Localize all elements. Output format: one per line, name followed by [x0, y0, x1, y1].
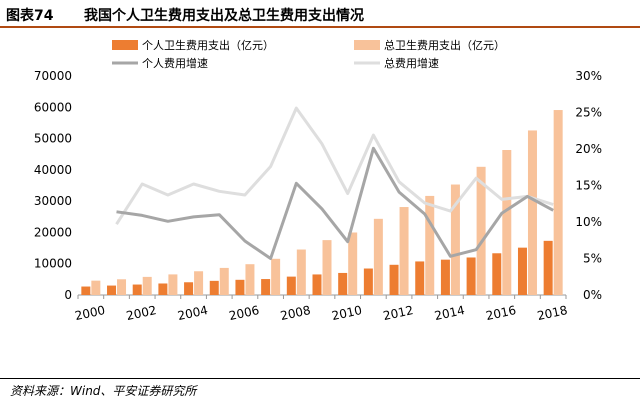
- legend-label: 个人费用增速: [142, 56, 208, 70]
- bar-personal: [415, 261, 425, 295]
- bar-total: [527, 130, 537, 295]
- x-tick-label: 2016: [485, 303, 518, 323]
- y-right-tick-label: 30%: [575, 69, 602, 83]
- legend-label: 个人卫生费用支出（亿元）: [142, 38, 274, 52]
- legend-total-growth: 总费用增速: [354, 56, 439, 70]
- legend-swatch: [354, 40, 380, 50]
- line-total-growth: [115, 106, 554, 226]
- bar-total: [450, 184, 460, 295]
- bar-total: [502, 150, 512, 295]
- lines: [115, 106, 554, 260]
- y-left-tick-label: 0: [64, 288, 72, 302]
- x-tick-label: 2018: [536, 303, 569, 323]
- y-left-tick-label: 40000: [34, 163, 72, 177]
- x-tick-label: 2010: [330, 303, 363, 323]
- bar-total: [425, 195, 435, 295]
- bar-total: [168, 274, 178, 295]
- bar-personal: [338, 272, 348, 295]
- x-tick-label: 2000: [74, 303, 107, 323]
- bar-personal: [261, 279, 271, 295]
- bar-total: [117, 279, 127, 295]
- bar-total: [553, 110, 563, 296]
- x-tick-label: 2014: [433, 303, 466, 323]
- bar-total: [476, 166, 486, 295]
- bar-personal: [235, 279, 245, 295]
- y-left-tick-label: 30000: [34, 194, 72, 208]
- y-left-tick-label: 70000: [34, 69, 72, 83]
- bar-personal: [107, 285, 117, 295]
- bar-total: [399, 207, 409, 295]
- bar-personal: [440, 259, 450, 295]
- bar-personal: [492, 253, 502, 295]
- bar-total: [91, 280, 101, 295]
- figure-title: 我国个人卫生费用支出及总卫生费用支出情况: [84, 8, 364, 24]
- bar-personal: [466, 257, 476, 295]
- legend-label: 总卫生费用支出（亿元）: [384, 38, 505, 52]
- bar-personal: [517, 247, 527, 295]
- bars: [81, 110, 563, 296]
- bar-total: [373, 218, 383, 295]
- bar-total: [271, 258, 281, 295]
- bar-personal: [543, 240, 553, 295]
- y-right-tick-label: 10%: [575, 215, 602, 229]
- chart: 个人卫生费用支出（亿元） 总卫生费用支出（亿元） 个人费用增速 总费用增速 0 1000…: [34, 38, 602, 323]
- x-tick-label: 2002: [125, 303, 158, 323]
- axes: 0 10000 20000 30000 40000 50000 60000 70000 0% 5%…: [34, 69, 602, 323]
- bar-total: [348, 232, 358, 295]
- bar-personal: [184, 282, 194, 295]
- source-footer: 资料来源：Wind、平安证券研究所: [0, 378, 640, 400]
- y-left-tick-label: 20000: [34, 225, 72, 239]
- legend-label: 总费用增速: [384, 56, 439, 70]
- source-text: 资料来源：Wind、平安证券研究所: [10, 384, 197, 398]
- x-tick-label: 2008: [279, 303, 312, 323]
- y-right-tick-label: 25%: [575, 106, 602, 120]
- legend-total-spending: 总卫生费用支出（亿元）: [354, 38, 505, 52]
- legend-swatch: [112, 40, 138, 50]
- bar-personal: [286, 276, 296, 295]
- bar-total: [296, 249, 306, 295]
- y-right-tick-label: 0%: [583, 288, 602, 302]
- x-tick-label: 2012: [382, 303, 415, 323]
- bar-personal: [158, 283, 168, 295]
- y-left-tick-label: 50000: [34, 132, 72, 146]
- y-left-tick-label: 60000: [34, 100, 72, 114]
- bar-total: [245, 264, 255, 295]
- y-right-tick-label: 20%: [575, 142, 602, 156]
- x-tick-label: 2004: [176, 303, 209, 323]
- bar-personal: [81, 286, 91, 295]
- bar-total: [194, 271, 204, 295]
- bar-total: [142, 276, 152, 295]
- legend: 个人卫生费用支出（亿元） 总卫生费用支出（亿元） 个人费用增速 总费用增速: [112, 38, 505, 70]
- bar-total: [322, 240, 332, 295]
- bar-personal: [312, 274, 322, 295]
- y-left-tick-label: 10000: [34, 257, 72, 271]
- bar-personal: [363, 268, 373, 295]
- bar-total: [219, 267, 229, 295]
- y-right-tick-label: 5%: [583, 252, 602, 266]
- x-tick-label: 2006: [228, 303, 261, 323]
- line-personal-growth: [116, 146, 554, 260]
- legend-personal-growth: 个人费用增速: [112, 56, 208, 70]
- bar-personal: [132, 284, 142, 295]
- bar-personal: [389, 264, 399, 295]
- y-right-tick-label: 15%: [575, 179, 602, 193]
- figure-header: 图表74 我国个人卫生费用支出及总卫生费用支出情况: [0, 0, 640, 28]
- legend-personal-spending: 个人卫生费用支出（亿元）: [112, 38, 274, 52]
- bar-personal: [209, 280, 219, 295]
- figure-label: 图表74: [6, 8, 54, 24]
